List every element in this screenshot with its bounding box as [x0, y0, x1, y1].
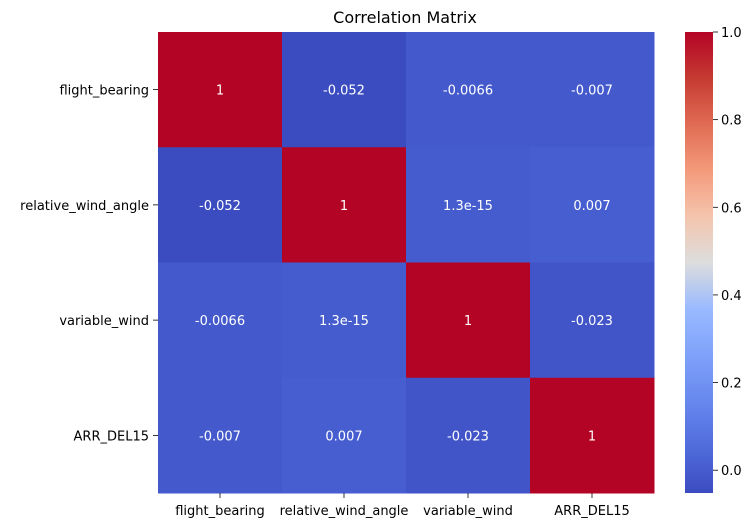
cell-annotation: 1: [464, 314, 472, 329]
colorbar-tick-label: 0.4: [721, 289, 742, 304]
heatmap-cell: [158, 147, 283, 263]
heatmap-cell: [530, 147, 655, 263]
cell-annotation: -0.023: [571, 314, 613, 329]
cell-annotations: 1 -0.052 -0.0066 -0.007 -0.052 1 1.3e-15 0.007 -…: [195, 84, 613, 445]
colorbar-tick-label: 0.8: [721, 114, 742, 129]
cell-annotation: 1: [340, 199, 348, 214]
colorbar-tick-label: 1.0: [721, 26, 742, 41]
cell-annotation: 1.3e-15: [319, 314, 369, 329]
heatmap-cell: [158, 32, 283, 148]
heatmap-cell: [282, 262, 407, 379]
y-tick-label: variable_wind: [59, 314, 149, 329]
x-axis: flight_bearing relative_wind_angle variabl…: [175, 493, 630, 519]
heatmap-cell: [406, 147, 531, 263]
x-tick-label: variable_wind: [423, 504, 513, 519]
heatmap-cell: [282, 147, 407, 263]
x-tick-label: ARR_DEL15: [554, 504, 629, 519]
heatmap-cell: [530, 32, 655, 148]
x-tick-label: flight_bearing: [175, 504, 265, 519]
x-tick-label: relative_wind_angle: [280, 504, 409, 519]
cell-annotation: -0.023: [447, 429, 489, 444]
heatmap-cell: [158, 262, 283, 379]
heatmap-cell: [406, 32, 531, 148]
colorbar: [685, 32, 713, 493]
heatmap-cell: [530, 262, 655, 379]
y-tick-label: flight_bearing: [59, 84, 149, 99]
heatmap-cell: [158, 377, 283, 494]
y-axis: flight_bearing relative_wind_anglevariabl…: [20, 84, 158, 444]
cell-annotation: 0.007: [573, 199, 610, 214]
colorbar-tick-label: 0.0: [721, 464, 742, 479]
chart-title: Correlation Matrix: [333, 8, 477, 27]
cell-annotation: -0.0066: [195, 314, 245, 329]
colorbar-tick-label: 0.6: [721, 201, 742, 216]
cell-annotation: 0.007: [325, 429, 362, 444]
y-tick-label: relative_wind_angle: [20, 199, 149, 214]
cell-annotation: -0.0066: [443, 84, 493, 99]
heatmap-cells: [158, 32, 655, 494]
colorbar-axis: 0.0 0.2 0.4 0.6 0.8 1.0: [713, 26, 742, 479]
heatmap-cell: [282, 32, 407, 148]
heatmap-cell: [406, 377, 531, 494]
heatmap-cell: [406, 262, 531, 379]
cell-annotation: -0.007: [199, 429, 241, 444]
cell-annotation: -0.052: [199, 199, 241, 214]
cell-annotation: 1.3e-15: [443, 199, 493, 214]
heatmap-cell: [282, 377, 407, 494]
cell-annotation: 1: [588, 429, 596, 444]
heatmap-cell: [530, 377, 655, 494]
y-tick-label: ARR_DEL15: [74, 429, 149, 444]
cell-annotation: -0.007: [571, 84, 613, 99]
cell-annotation: -0.052: [323, 84, 365, 99]
colorbar-tick-label: 0.2: [721, 377, 742, 392]
cell-annotation: 1: [216, 84, 224, 99]
